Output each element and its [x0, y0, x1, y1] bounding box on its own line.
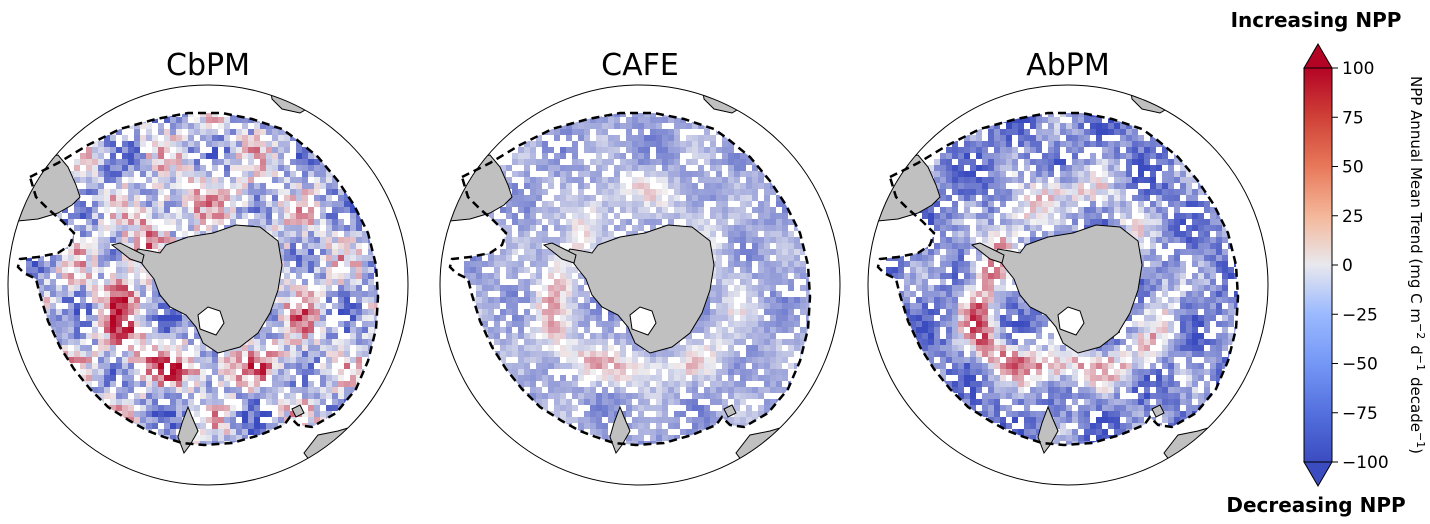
- map-frame: [439, 84, 841, 486]
- landmass: [723, 404, 737, 418]
- landmass: [542, 242, 577, 264]
- map-panel-cafe: CAFE: [439, 48, 841, 486]
- landmass: [970, 242, 1005, 264]
- colorbar-tick-label: 75: [1342, 108, 1364, 128]
- colorbar-tick-label: −50: [1342, 355, 1378, 375]
- colorbar: 100 75 50 25 0 −25 −50 −75 −100 NPP Annual Mean …: [1303, 43, 1427, 487]
- colorbar-tick-label: 0: [1342, 256, 1353, 276]
- annotation-increasing: Increasing NPP: [1231, 8, 1402, 32]
- colorbar-tick-label: −25: [1342, 305, 1378, 325]
- colorbar-tick-label: 25: [1342, 207, 1364, 227]
- ice-shelf: [197, 306, 225, 336]
- landmass: [177, 405, 199, 455]
- panel-title: AbPM: [1026, 48, 1110, 83]
- study-boundary: [448, 111, 812, 447]
- map-frame: [867, 84, 1269, 486]
- landmass: [110, 242, 145, 264]
- colorbar-bar: [1303, 67, 1333, 463]
- colorbar-label: NPP Annual Mean Trend (mg C m−2d−1decade…: [1407, 76, 1427, 454]
- study-boundary: [16, 111, 380, 447]
- colorbar-tick-label: −75: [1342, 404, 1378, 424]
- study-boundary: [876, 111, 1240, 447]
- ice-shelf: [629, 306, 657, 336]
- colorbar-extend-low: [1303, 461, 1333, 487]
- panel-title: CAFE: [601, 48, 679, 83]
- map-panels: CbPM CAFE AbPM: [7, 48, 1269, 486]
- colorbar-ticks: 100 75 50 25 0 −25 −50 −75 −100: [1332, 59, 1389, 473]
- map-frame: [7, 84, 409, 486]
- colorbar-tick-label: 50: [1342, 158, 1364, 178]
- ice-shelf: [1057, 306, 1085, 336]
- colorbar-tick-label: 100: [1342, 59, 1374, 79]
- landmass: [1151, 404, 1165, 418]
- landmass: [291, 404, 305, 418]
- panel-title: CbPM: [166, 48, 250, 83]
- annotation-decreasing: Decreasing NPP: [1226, 493, 1405, 517]
- map-panel-abpm: AbPM: [867, 48, 1269, 486]
- landmass: [609, 405, 631, 455]
- map-panel-cbpm: CbPM: [7, 48, 409, 486]
- colorbar-extend-high: [1303, 43, 1333, 69]
- landmass: [1037, 405, 1059, 455]
- colorbar-tick-label: −100: [1342, 453, 1389, 473]
